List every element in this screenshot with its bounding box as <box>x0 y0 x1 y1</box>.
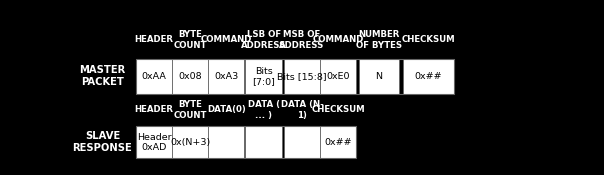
Bar <box>320 59 356 94</box>
Bar <box>245 126 282 158</box>
Bar <box>208 126 244 158</box>
Bar <box>137 126 356 158</box>
Text: BYTE
COUNT: BYTE COUNT <box>173 30 207 50</box>
Text: 0xAA: 0xAA <box>142 72 167 81</box>
Text: 0x(N+3): 0x(N+3) <box>170 138 210 147</box>
Text: COMMAND: COMMAND <box>201 35 252 44</box>
Bar <box>137 59 172 94</box>
Text: Bits
[7:0]: Bits [7:0] <box>252 66 275 86</box>
Text: DATA(0): DATA(0) <box>207 105 246 114</box>
Text: CHECKSUM: CHECKSUM <box>402 35 455 44</box>
Bar <box>245 59 282 94</box>
Text: 0x##: 0x## <box>324 138 352 147</box>
Text: HEADER: HEADER <box>135 35 173 44</box>
Text: N: N <box>375 72 382 81</box>
Text: LSB OF
ADDRESS: LSB OF ADDRESS <box>241 30 286 50</box>
Bar <box>403 59 454 94</box>
Bar <box>359 59 399 94</box>
Text: CHECKSUM: CHECKSUM <box>311 105 365 114</box>
Text: DATA (N-
1): DATA (N- 1) <box>281 100 323 120</box>
Text: DATA (
... ): DATA ( ... ) <box>248 100 280 120</box>
Text: COMMAND: COMMAND <box>312 35 364 44</box>
Bar <box>320 126 356 158</box>
Bar <box>137 126 172 158</box>
Text: 0x##: 0x## <box>414 72 442 81</box>
Text: Header
0xAD: Header 0xAD <box>137 133 172 152</box>
Bar <box>137 59 454 94</box>
Text: MASTER
PACKET: MASTER PACKET <box>79 65 126 87</box>
Bar <box>284 126 320 158</box>
Text: 0xA3: 0xA3 <box>214 72 239 81</box>
Bar <box>172 126 208 158</box>
Text: Bits [15:8]: Bits [15:8] <box>277 72 327 81</box>
Bar <box>284 59 320 94</box>
Text: 0x08: 0x08 <box>178 72 202 81</box>
Text: 0xE0: 0xE0 <box>326 72 350 81</box>
Text: HEADER: HEADER <box>135 105 173 114</box>
Text: BYTE
COUNT: BYTE COUNT <box>173 100 207 120</box>
Text: MSB OF
ADDRESS: MSB OF ADDRESS <box>280 30 325 50</box>
Text: NUMBER
OF BYTES: NUMBER OF BYTES <box>356 30 402 50</box>
Text: SLAVE
RESPONSE: SLAVE RESPONSE <box>72 131 132 153</box>
Bar <box>172 59 208 94</box>
Bar <box>208 59 244 94</box>
